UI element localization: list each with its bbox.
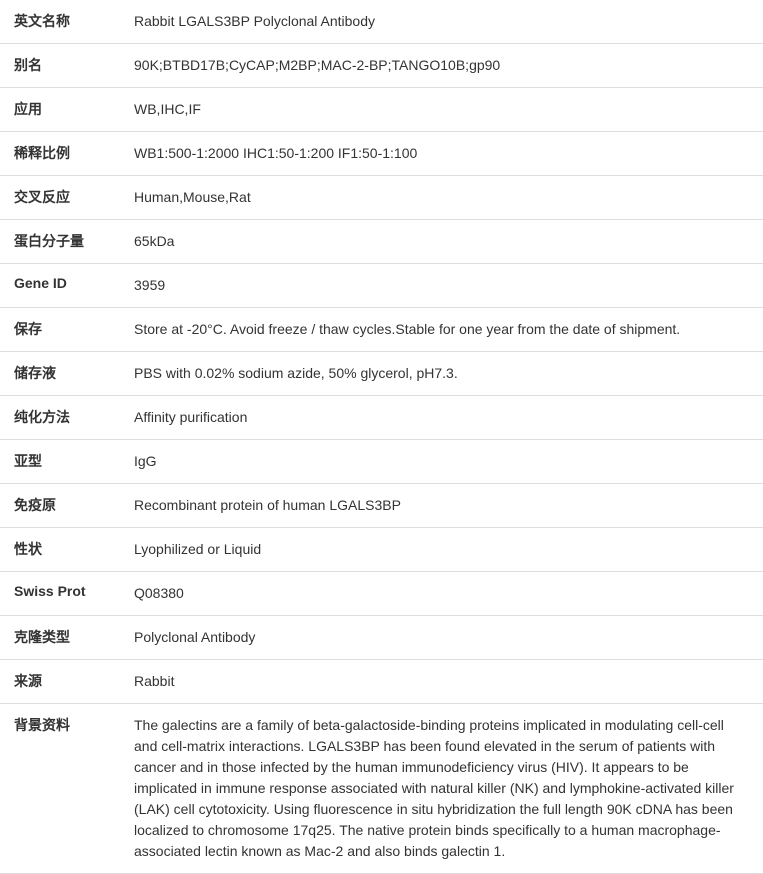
table-row: 纯化方法 Affinity purification bbox=[0, 396, 763, 440]
table-row: 蛋白分子量 65kDa bbox=[0, 220, 763, 264]
spec-value: WB1:500-1:2000 IHC1:50-1:200 IF1:50-1:10… bbox=[130, 132, 763, 176]
spec-value: Rabbit bbox=[130, 660, 763, 704]
spec-table: 英文名称 Rabbit LGALS3BP Polyclonal Antibody… bbox=[0, 0, 763, 874]
spec-value: The galectins are a family of beta-galac… bbox=[130, 704, 763, 874]
table-row: Swiss Prot Q08380 bbox=[0, 572, 763, 616]
spec-label: 蛋白分子量 bbox=[0, 220, 130, 264]
spec-label: 储存液 bbox=[0, 352, 130, 396]
spec-label: 免疫原 bbox=[0, 484, 130, 528]
spec-label: Swiss Prot bbox=[0, 572, 130, 616]
spec-table-body: 英文名称 Rabbit LGALS3BP Polyclonal Antibody… bbox=[0, 0, 763, 874]
spec-value: Polyclonal Antibody bbox=[130, 616, 763, 660]
spec-label: 别名 bbox=[0, 44, 130, 88]
spec-value: Recombinant protein of human LGALS3BP bbox=[130, 484, 763, 528]
spec-value: PBS with 0.02% sodium azide, 50% glycero… bbox=[130, 352, 763, 396]
spec-value: 3959 bbox=[130, 264, 763, 308]
table-row: 应用 WB,IHC,IF bbox=[0, 88, 763, 132]
spec-value: 90K;BTBD17B;CyCAP;M2BP;MAC-2-BP;TANGO10B… bbox=[130, 44, 763, 88]
spec-label: 背景资料 bbox=[0, 704, 130, 874]
table-row: 交叉反应 Human,Mouse,Rat bbox=[0, 176, 763, 220]
spec-value: Store at -20°C. Avoid freeze / thaw cycl… bbox=[130, 308, 763, 352]
spec-label: Gene ID bbox=[0, 264, 130, 308]
spec-label: 英文名称 bbox=[0, 0, 130, 44]
spec-value: Lyophilized or Liquid bbox=[130, 528, 763, 572]
spec-label: 来源 bbox=[0, 660, 130, 704]
spec-label: 交叉反应 bbox=[0, 176, 130, 220]
spec-label: 纯化方法 bbox=[0, 396, 130, 440]
spec-label: 性状 bbox=[0, 528, 130, 572]
table-row: 克隆类型 Polyclonal Antibody bbox=[0, 616, 763, 660]
table-row: 保存 Store at -20°C. Avoid freeze / thaw c… bbox=[0, 308, 763, 352]
table-row: 英文名称 Rabbit LGALS3BP Polyclonal Antibody bbox=[0, 0, 763, 44]
spec-value: Q08380 bbox=[130, 572, 763, 616]
table-row: Gene ID 3959 bbox=[0, 264, 763, 308]
spec-value: Affinity purification bbox=[130, 396, 763, 440]
spec-value: 65kDa bbox=[130, 220, 763, 264]
spec-label: 应用 bbox=[0, 88, 130, 132]
table-row: 背景资料 The galectins are a family of beta-… bbox=[0, 704, 763, 874]
spec-value: Human,Mouse,Rat bbox=[130, 176, 763, 220]
spec-label: 亚型 bbox=[0, 440, 130, 484]
table-row: 性状 Lyophilized or Liquid bbox=[0, 528, 763, 572]
spec-value: WB,IHC,IF bbox=[130, 88, 763, 132]
table-row: 别名 90K;BTBD17B;CyCAP;M2BP;MAC-2-BP;TANGO… bbox=[0, 44, 763, 88]
table-row: 稀释比例 WB1:500-1:2000 IHC1:50-1:200 IF1:50… bbox=[0, 132, 763, 176]
spec-value: IgG bbox=[130, 440, 763, 484]
spec-label: 稀释比例 bbox=[0, 132, 130, 176]
table-row: 储存液 PBS with 0.02% sodium azide, 50% gly… bbox=[0, 352, 763, 396]
spec-label: 保存 bbox=[0, 308, 130, 352]
table-row: 免疫原 Recombinant protein of human LGALS3B… bbox=[0, 484, 763, 528]
table-row: 亚型 IgG bbox=[0, 440, 763, 484]
spec-value: Rabbit LGALS3BP Polyclonal Antibody bbox=[130, 0, 763, 44]
table-row: 来源 Rabbit bbox=[0, 660, 763, 704]
spec-label: 克隆类型 bbox=[0, 616, 130, 660]
